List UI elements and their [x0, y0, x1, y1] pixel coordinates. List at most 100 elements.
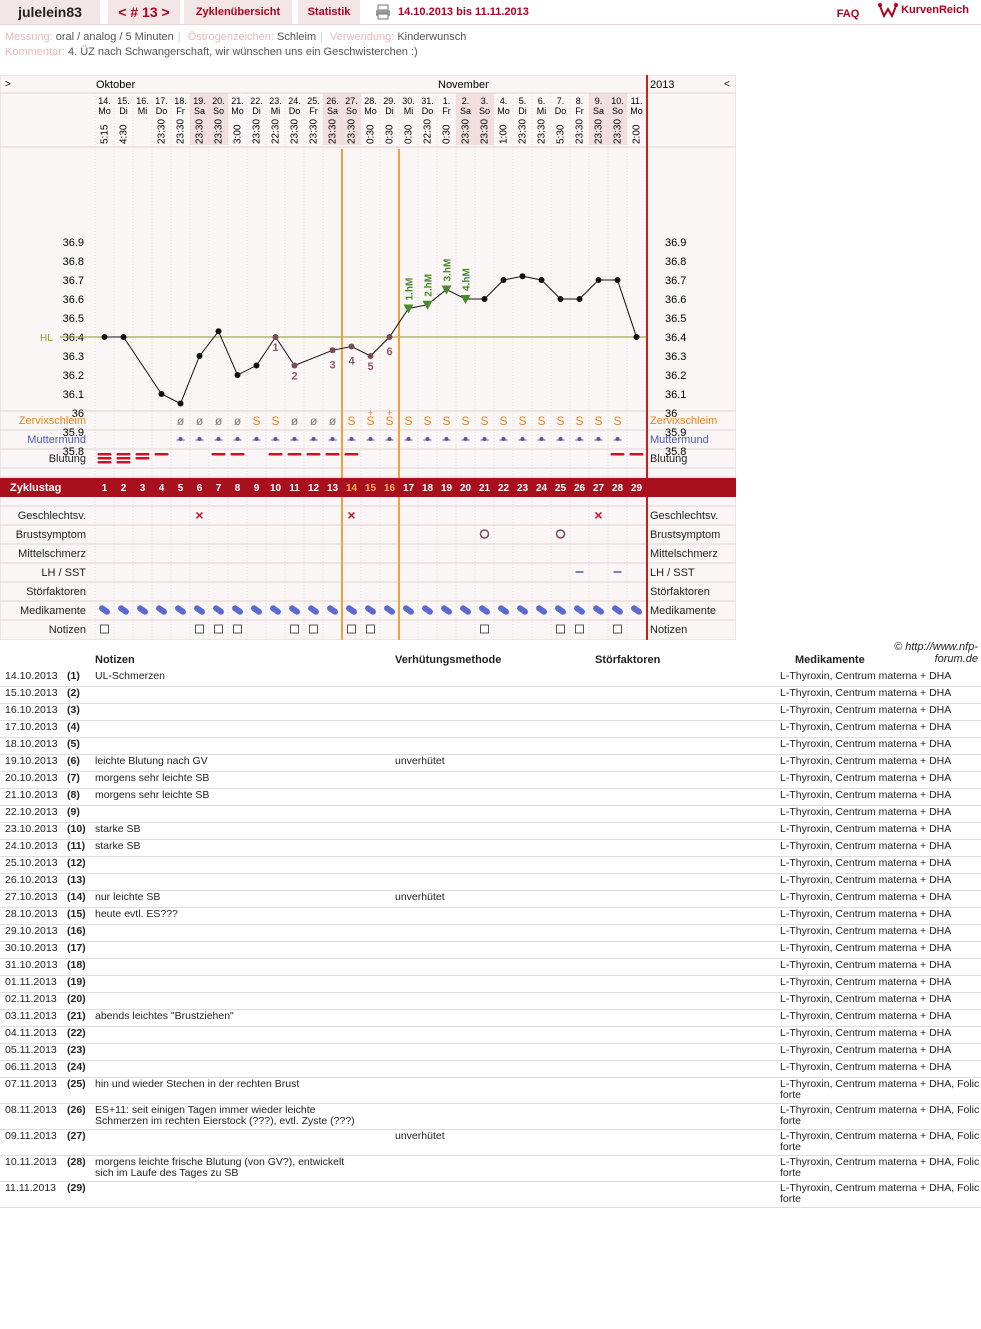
row-cycle-day: (3) — [67, 705, 80, 716]
medication-pill — [99, 605, 110, 615]
zervix-mark: S — [442, 414, 450, 428]
table-row: 02.11.2013 (20) L-Thyroxin, Centrum matern… — [0, 992, 981, 1010]
medication-pill — [441, 605, 452, 615]
y-tick-left: 36.6 — [63, 294, 84, 306]
row-cycle-day: (4) — [67, 722, 80, 733]
weekday-label: Sa — [194, 106, 205, 116]
cycle-day-number: 13 — [327, 483, 339, 494]
row-medication: L-Thyroxin, Centrum materna + DHA, Folic… — [780, 1105, 980, 1127]
table-row: 24.10.2013 (11) starke SB L-Thyroxin, Centr… — [0, 839, 981, 857]
table-row: 03.11.2013 (21) abends leichtes "Brustzieh… — [0, 1009, 981, 1027]
medication-pill — [460, 605, 471, 615]
row-date: 17.10.2013 — [5, 722, 58, 733]
low-label: 6 — [386, 346, 392, 358]
date-label: 19. — [193, 96, 206, 106]
note-icon — [233, 624, 242, 634]
table-row: 23.10.2013 (10) starke SB L-Thyroxin, Centr… — [0, 822, 981, 840]
temperature-point — [386, 334, 393, 340]
row-cycle-day: (18) — [67, 960, 86, 971]
cycle-overview-tab[interactable]: Zyklenübersicht — [184, 0, 292, 24]
bleeding-mark — [97, 453, 112, 456]
printer-icon[interactable] — [375, 4, 391, 20]
row-date: 04.11.2013 — [5, 1028, 57, 1039]
row-medication: L-Thyroxin, Centrum materna + DHA — [780, 705, 952, 716]
row-cycle-day: (2) — [67, 688, 80, 699]
kurvenreich-logo[interactable]: KurvenReich — [878, 0, 978, 22]
time-label: 5:30 — [556, 124, 567, 144]
table-row: 26.10.2013 (13) L-Thyroxin, Centrum matern… — [0, 873, 981, 891]
time-label: 23:30 — [537, 119, 548, 144]
weekday-label: Mi — [271, 106, 281, 116]
date-label: 11. — [631, 96, 643, 106]
row-label-right-med: Medikamente — [650, 605, 716, 617]
date-label: 26. — [326, 96, 339, 106]
medication-pill — [479, 605, 490, 615]
cycle-navigator[interactable]: < # 13 > — [108, 0, 180, 24]
cycle-day-number: 12 — [308, 483, 320, 494]
row-label-right-gv: Geschlechtsv. — [650, 510, 718, 522]
temperature-point — [557, 296, 564, 302]
cycle-day-number: 10 — [270, 483, 282, 494]
cycle-day-number: 9 — [254, 483, 260, 494]
row-date: 21.10.2013 — [5, 790, 58, 801]
statistics-tab[interactable]: Statistik — [298, 0, 360, 24]
row-note: heute evtl. ES??? — [95, 909, 178, 920]
weekday-label: Mo — [364, 106, 377, 116]
time-label: 23:30 — [157, 119, 168, 144]
temperature-point — [614, 277, 621, 283]
temperature-point — [481, 296, 488, 302]
time-label: 23:30 — [252, 119, 263, 144]
date-label: 6. — [538, 96, 546, 106]
header-stoerfaktoren: Störfaktoren — [595, 654, 661, 666]
date-label: 25. — [307, 96, 320, 106]
table-row: 20.10.2013 (7) morgens sehr leichte SB L-Th… — [0, 771, 981, 789]
row-date: 30.10.2013 — [5, 943, 58, 954]
y-tick-right: 36.4 — [665, 332, 686, 344]
row-cycle-day: (25) — [67, 1079, 86, 1090]
note-icon — [613, 624, 622, 634]
medication-pill — [270, 605, 281, 615]
y-tick-right: 36.5 — [665, 313, 686, 325]
row-note: ES+11: seit einigen Tagen immer wieder l… — [95, 1105, 355, 1127]
row-method: unverhütet — [395, 1131, 445, 1142]
medication-pill — [156, 605, 167, 615]
row-medication: L-Thyroxin, Centrum materna + DHA — [780, 1011, 952, 1022]
weekend-shade — [342, 93, 361, 145]
row-medication: L-Thyroxin, Centrum materna + DHA — [780, 824, 952, 835]
row-medication: L-Thyroxin, Centrum materna + DHA — [780, 994, 952, 1005]
row-medication: L-Thyroxin, Centrum materna + DHA — [780, 739, 952, 750]
row-cycle-day: (17) — [67, 943, 86, 954]
row-date: 07.11.2013 — [5, 1079, 57, 1090]
zervix-mark: ø — [329, 414, 337, 428]
faq-link[interactable]: FAQ — [836, 8, 860, 20]
weekday-label: Fr — [176, 106, 185, 116]
username: julelein83 — [0, 0, 100, 24]
row-medication: L-Thyroxin, Centrum materna + DHA — [780, 926, 952, 937]
row-note: starke SB — [95, 841, 141, 852]
temperature-point — [329, 347, 336, 354]
weekend-shade — [323, 93, 342, 145]
zervix-mark: S — [499, 414, 507, 428]
high-point — [422, 300, 433, 310]
y-tick-left: 35.8 — [63, 446, 84, 458]
temperature-point — [538, 277, 545, 283]
row-date: 01.11.2013 — [5, 977, 57, 988]
row-date: 31.10.2013 — [5, 960, 58, 971]
bleeding-mark — [97, 457, 112, 460]
row-cycle-day: (20) — [67, 994, 86, 1005]
high-label: 1.hM — [405, 278, 416, 301]
zervix-mark: S — [518, 414, 526, 428]
row-label-stoer: Störfaktoren — [26, 586, 86, 598]
high-label: 2.hM — [424, 274, 435, 297]
bleeding-mark — [211, 453, 226, 456]
row-label-right-lh: LH / SST — [650, 567, 695, 579]
weekday-label: Di — [252, 106, 261, 116]
row-cycle-day: (8) — [67, 790, 80, 801]
cycle-day-number: 1 — [102, 483, 108, 494]
bleeding-mark — [230, 453, 245, 456]
medication-pill — [232, 605, 243, 615]
row-note: starke SB — [95, 824, 141, 835]
y-tick-left: 36.9 — [63, 237, 84, 249]
table-row: 30.10.2013 (17) L-Thyroxin, Centrum matern… — [0, 941, 981, 959]
cycle-day-number: 25 — [555, 483, 567, 494]
